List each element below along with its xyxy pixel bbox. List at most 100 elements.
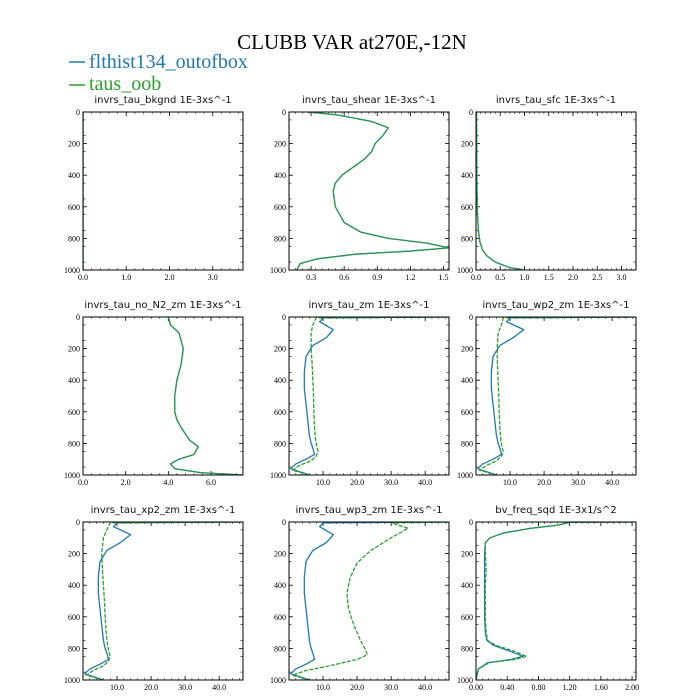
y-tick-label: 0 (282, 313, 286, 322)
legend-label-2: taus_oob (89, 73, 161, 95)
legend-label-1: flthist134_outofbox (89, 51, 248, 73)
series-line-taus-oob (291, 522, 449, 680)
y-tick-label: 400 (461, 376, 473, 385)
x-tick-label: 0.6 (339, 273, 349, 282)
panel-title: invrs_tau_zm 1E-3xs^-1 (308, 300, 429, 311)
x-tick-label: 0.0 (78, 478, 88, 487)
y-tick-label: 400 (274, 171, 286, 180)
x-tick-label: 0.9 (372, 273, 382, 282)
y-tick-label: 400 (461, 171, 473, 180)
x-tick-label: 1.5 (438, 273, 448, 282)
series-line-flthist134-outofbox (476, 112, 525, 270)
x-tick-label: 2.00 (625, 683, 639, 692)
y-tick-label: 1000 (457, 471, 473, 480)
y-tick-label: 600 (68, 613, 80, 622)
x-tick-label: 20.0 (350, 478, 364, 487)
y-tick-label: 600 (461, 408, 473, 417)
x-tick-label: 0.40 (500, 683, 514, 692)
plot-frame (82, 316, 244, 476)
x-tick-label: 3.0 (208, 273, 218, 282)
x-tick-label: 0.5 (495, 273, 505, 282)
x-tick-label: 40.0 (605, 478, 619, 487)
series-line-taus-oob (476, 112, 525, 270)
series-line-flthist134-outofbox (167, 317, 243, 475)
panel-title: invrs_tau_wp3_zm 1E-3xs^-1 (296, 505, 443, 516)
x-tick-label: 10.0 (110, 683, 124, 692)
y-tick-label: 800 (461, 439, 473, 448)
panel-title: invrs_tau_wp2_zm 1E-3xs^-1 (483, 300, 630, 311)
y-tick-label: 800 (274, 234, 286, 243)
panel-2: invrs_tau_shear 1E-3xs^-1 0 200 400 600 800 10… (270, 95, 450, 282)
y-tick-label: 800 (274, 644, 286, 653)
panel-title: invrs_tau_xp2_zm 1E-3xs^-1 (91, 505, 236, 516)
series-line-taus-oob (296, 112, 449, 270)
x-tick-label: 20.0 (144, 683, 158, 692)
panel-title: invrs_tau_shear 1E-3xs^-1 (302, 95, 436, 106)
x-tick-label: 2.0 (121, 478, 131, 487)
y-tick-label: 0 (282, 108, 286, 117)
y-tick-label: 600 (461, 203, 473, 212)
x-tick-label: 0.80 (531, 683, 545, 692)
x-tick-label: 30.0 (571, 478, 585, 487)
x-tick-label: 6.0 (206, 478, 216, 487)
y-tick-label: 800 (461, 644, 473, 653)
series-line-flthist134-outofbox (477, 317, 636, 475)
panel-grid: invrs_tau_bkgnd 1E-3xs^-1 0 200 400 600 800 10… (64, 95, 639, 692)
plot-frame (82, 111, 244, 271)
panel-4: invrs_tau_no_N2_zm 1E-3xs^-1 0 200 400 600 80… (64, 300, 244, 487)
y-tick-label: 800 (461, 234, 473, 243)
series-line-taus-oob (85, 522, 243, 680)
x-tick-label: 1.5 (544, 273, 554, 282)
series-line-flthist134-outofbox (290, 522, 449, 680)
panel-7: invrs_tau_xp2_zm 1E-3xs^-1 0 200 400 600 800 1… (64, 505, 244, 692)
x-tick-label: 40.0 (418, 683, 432, 692)
plot-frame (475, 521, 637, 681)
y-tick-label: 1000 (270, 266, 286, 275)
plot-frame (288, 521, 450, 681)
x-tick-label: 3.0 (616, 273, 626, 282)
series-line-flthist134-outofbox (476, 522, 633, 680)
x-tick-label: 20.0 (350, 683, 364, 692)
y-tick-label: 0 (282, 518, 286, 527)
x-tick-label: 1.20 (563, 683, 577, 692)
x-tick-label: 30.0 (384, 478, 398, 487)
y-tick-label: 200 (68, 550, 80, 559)
series-line-taus-oob (167, 317, 243, 475)
x-tick-label: 0.0 (471, 273, 481, 282)
y-tick-label: 600 (68, 408, 80, 417)
panel-3: invrs_tau_sfc 1E-3xs^-1 0 200 400 600 800 1000… (457, 95, 637, 282)
panel-6: invrs_tau_wp2_zm 1E-3xs^-1 0 200 400 600 800 1… (457, 300, 637, 487)
x-tick-label: 40.0 (418, 478, 432, 487)
x-tick-label: 2.0 (568, 273, 578, 282)
y-tick-label: 200 (274, 345, 286, 354)
y-tick-label: 200 (274, 550, 286, 559)
plot-frame (475, 316, 637, 476)
y-tick-label: 1000 (270, 676, 286, 685)
y-tick-label: 400 (68, 376, 80, 385)
plot-frame (288, 316, 450, 476)
x-tick-label: 1.60 (594, 683, 608, 692)
y-tick-label: 600 (274, 203, 286, 212)
y-tick-label: 800 (68, 644, 80, 653)
y-tick-label: 200 (68, 345, 80, 354)
y-tick-label: 800 (68, 439, 80, 448)
y-tick-label: 1000 (64, 471, 80, 480)
y-tick-label: 400 (68, 581, 80, 590)
y-tick-label: 400 (274, 376, 286, 385)
figure-title: CLUBB VAR at270E,-12N (237, 30, 467, 54)
panel-title: invrs_tau_sfc 1E-3xs^-1 (496, 95, 616, 106)
series-line-flthist134-outofbox (84, 522, 243, 680)
y-tick-label: 0 (469, 518, 473, 527)
y-tick-label: 600 (274, 408, 286, 417)
y-tick-label: 200 (461, 345, 473, 354)
x-tick-label: 2.0 (164, 273, 174, 282)
series-line-taus-oob (476, 522, 633, 680)
y-tick-label: 800 (68, 234, 80, 243)
y-tick-label: 400 (68, 171, 80, 180)
x-tick-label: 40.0 (212, 683, 226, 692)
series-line-taus-oob (478, 317, 636, 475)
y-tick-label: 0 (76, 313, 80, 322)
y-tick-label: 200 (68, 140, 80, 149)
panel-1: invrs_tau_bkgnd 1E-3xs^-1 0 200 400 600 800 10… (64, 95, 244, 282)
